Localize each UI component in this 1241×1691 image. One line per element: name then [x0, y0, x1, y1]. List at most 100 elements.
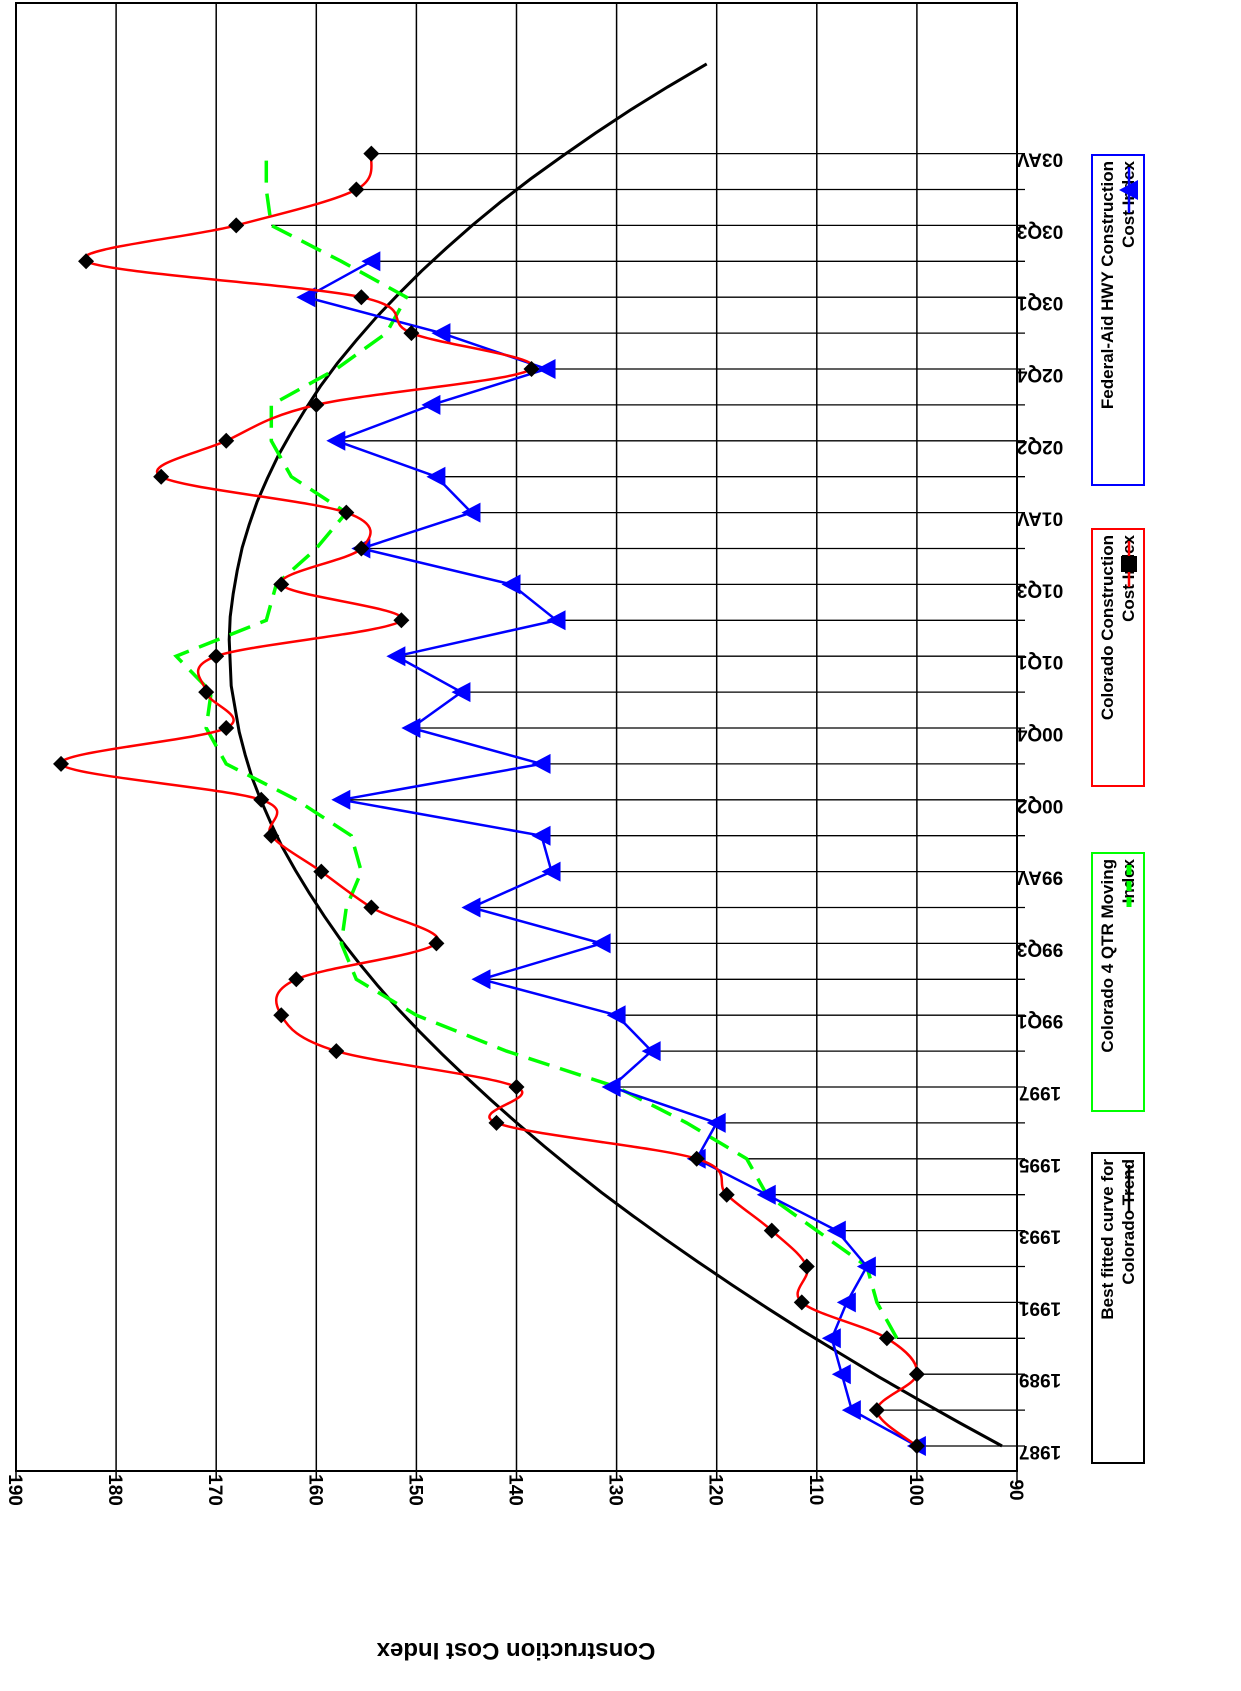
value-tick-label: 190: [4, 1474, 25, 1506]
colorado-diamond-marker: [908, 1366, 925, 1383]
federal-triangle-marker: [531, 825, 551, 846]
colorado-diamond-marker: [718, 1186, 735, 1203]
federal-triangle-marker: [836, 1292, 856, 1313]
colorado-diamond-marker: [763, 1222, 780, 1239]
series-trend-curve: [227, 62, 1003, 1448]
value-tick-label: 130: [605, 1474, 626, 1506]
category-axis-ticks: 1987 1989 1991 1993 1995 1997 99Q1 99Q3 99AV 00Q2…: [1016, 149, 1063, 1462]
category-tick-label: 03AV: [1017, 149, 1063, 170]
colorado-diamond-marker: [153, 468, 170, 485]
category-tick-label: 1995: [1018, 1154, 1061, 1175]
colorado-diamond-marker: [228, 217, 245, 234]
value-tick-label: 110: [805, 1475, 826, 1506]
colorado-diamond-marker: [273, 576, 290, 593]
colorado-diamond-marker: [363, 145, 380, 162]
legend-box: [1091, 1152, 1145, 1464]
federal-triangle-marker: [401, 718, 421, 738]
federal-triangle-marker: [536, 359, 556, 379]
category-tick-label: 1989: [1019, 1369, 1061, 1390]
value-tick-label: 90: [1005, 1479, 1026, 1500]
series-colorado-line: [59, 153, 919, 1447]
federal-triangle-marker: [331, 789, 351, 810]
category-tick-label: 99Q3: [1017, 938, 1063, 959]
category-tick-label: 02Q4: [1016, 364, 1063, 385]
legend-label: Index: [1119, 858, 1138, 903]
colorado-diamond-marker: [78, 253, 95, 270]
federal-triangle-marker: [461, 897, 481, 918]
legend-swatch-marker: [1121, 556, 1137, 572]
legend: Best fitted curve for Colorado TrendColor…: [1091, 154, 1145, 1464]
federal-triangle-marker: [601, 1077, 621, 1097]
legend-swatch-marker: [1119, 180, 1138, 200]
legend-label: Colorado Trend: [1119, 1159, 1138, 1285]
value-gridlines: [15, 3, 1018, 1471]
legend-label: Best fitted curve for: [1098, 1159, 1117, 1320]
category-gridlines: [271, 152, 1025, 1447]
federal-triangle-marker: [706, 1112, 726, 1133]
legend-label: Colorado Construction: [1098, 535, 1117, 720]
federal-triangle-marker: [546, 610, 566, 631]
category-tick-label: 00Q2: [1017, 795, 1063, 816]
federal-triangle-marker: [361, 251, 381, 272]
colorado-diamond-marker: [308, 396, 325, 413]
federal-triangle-marker: [461, 502, 481, 523]
category-tick-label: 01Q3: [1017, 579, 1063, 600]
legend-box: [1091, 852, 1145, 1112]
legend-item: Best fitted curve for Colorado Trend: [1091, 1152, 1145, 1464]
category-tick-label: 1987: [1019, 1441, 1061, 1462]
colorado-diamond-marker: [688, 1150, 705, 1167]
value-tick-label: 160: [304, 1474, 325, 1506]
federal-triangle-marker: [841, 1400, 861, 1421]
category-tick-label: 00Q4: [1016, 723, 1063, 744]
federal-triangle-marker: [296, 287, 316, 308]
colorado-diamond-marker: [428, 935, 445, 952]
category-tick-label: 1991: [1018, 1297, 1061, 1318]
category-tick-label: 99AV: [1017, 867, 1063, 888]
federal-triangle-marker: [431, 323, 451, 344]
colorado-diamond-marker: [328, 1043, 345, 1060]
federal-triangle-marker: [756, 1184, 776, 1205]
federal-triangle-marker: [641, 1041, 661, 1062]
colorado-diamond-marker: [218, 720, 235, 736]
value-tick-label: 150: [404, 1474, 425, 1506]
colorado-diamond-marker: [53, 755, 70, 772]
federal-triangle-marker: [386, 646, 406, 667]
federal-triangle-marker: [531, 753, 551, 774]
colorado-diamond-marker: [793, 1294, 810, 1311]
series-layer: [53, 62, 1003, 1456]
legend-label: Colorado 4 QTR Moving: [1098, 859, 1117, 1053]
federal-triangle-marker: [541, 861, 561, 882]
colorado-diamond-marker: [253, 791, 270, 808]
colorado-diamond-marker: [908, 1438, 925, 1454]
series-federal-line: [302, 260, 918, 1448]
colorado-diamond-marker: [338, 504, 355, 521]
colorado-diamond-marker: [393, 612, 410, 629]
federal-triangle-marker: [501, 574, 521, 595]
category-tick-label: 01AV: [1017, 508, 1063, 529]
y-axis-title: Construction Cost Index: [376, 1637, 655, 1664]
category-tick-label: 03Q1: [1016, 292, 1063, 313]
federal-triangle-marker: [606, 1005, 626, 1026]
colorado-diamond-marker: [523, 361, 540, 377]
legend-label: Federal-Aid HWY Construction: [1098, 161, 1117, 409]
federal-triangle-marker: [821, 1328, 841, 1349]
colorado-diamond-marker: [868, 1402, 885, 1419]
federal-triangle-marker: [326, 430, 346, 451]
value-tick-label: 120: [705, 1474, 726, 1506]
legend-item: Colorado 4 QTR MovingIndex: [1091, 852, 1145, 1112]
colorado-diamond-marker: [208, 648, 225, 665]
colorado-diamond-marker: [353, 540, 370, 557]
colorado-diamond-marker: [348, 181, 365, 198]
series-moving-index-line: [173, 153, 899, 1340]
colorado-diamond-marker: [198, 684, 215, 701]
colorado-diamond-marker: [363, 899, 380, 916]
colorado-diamond-marker: [403, 325, 420, 342]
value-tick-label: 180: [104, 1474, 125, 1506]
value-tick-label: 170: [204, 1474, 225, 1506]
colorado-diamond-marker: [508, 1079, 525, 1095]
colorado-diamond-marker: [263, 827, 280, 844]
colorado-diamond-marker: [288, 971, 305, 988]
category-tick-label: 03Q3: [1017, 220, 1063, 241]
